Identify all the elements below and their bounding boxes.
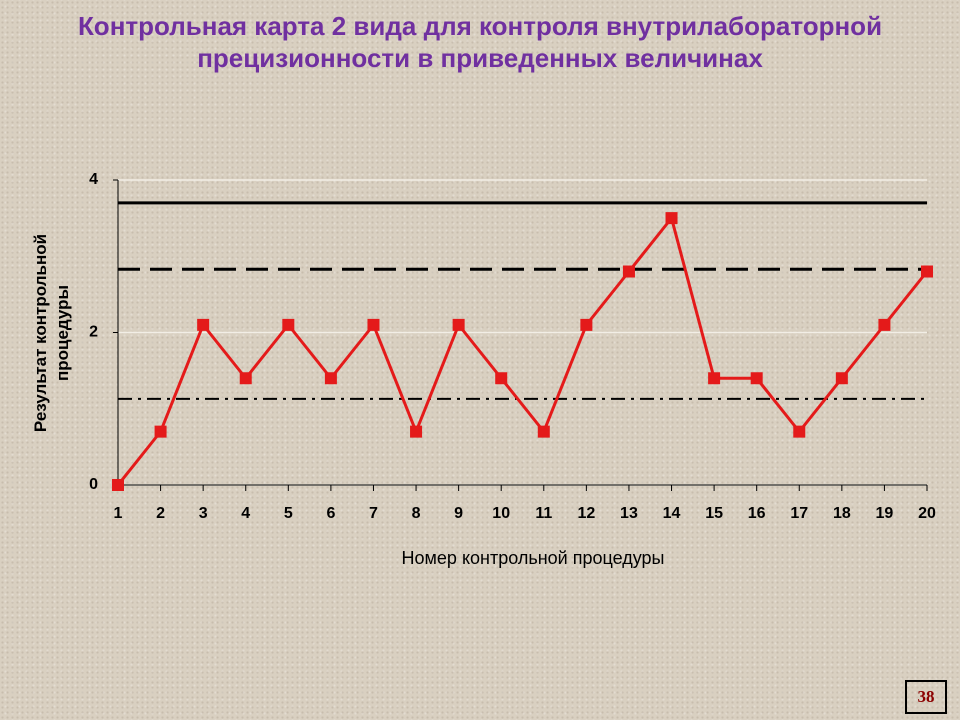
x-tick-label: 16 (748, 505, 766, 522)
data-point (495, 372, 508, 385)
x-tick-label: 18 (833, 505, 851, 522)
x-tick-label: 9 (454, 505, 463, 522)
x-tick-label: 10 (492, 505, 510, 522)
data-point (921, 265, 933, 278)
x-tick-label: 15 (705, 505, 723, 522)
data-point (665, 212, 678, 225)
y-tick-label: 2 (89, 324, 98, 341)
x-tick-label: 20 (918, 505, 936, 522)
data-point (452, 318, 465, 331)
data-point (324, 372, 337, 385)
data-point (197, 318, 210, 331)
x-tick-label: 7 (369, 505, 378, 522)
x-tick-label: 17 (790, 505, 808, 522)
x-tick-label: 14 (663, 505, 681, 522)
x-tick-label: 13 (620, 505, 638, 522)
y-tick-label: 4 (89, 171, 98, 188)
x-tick-label: 6 (326, 505, 335, 522)
y-tick-label: 0 (89, 476, 98, 493)
slide-title: Контрольная карта 2 вида для контроля вн… (77, 11, 883, 73)
data-point (580, 318, 593, 331)
data-point (112, 479, 124, 491)
data-point (239, 372, 252, 385)
x-tick-label: 19 (876, 505, 894, 522)
page-number: 38 (905, 680, 947, 714)
x-tick-label: 11 (535, 505, 552, 522)
y-axis-label: Результат контрольной процедуры (31, 233, 72, 433)
data-point (708, 372, 721, 385)
x-tick-label: 3 (199, 505, 208, 522)
data-point (835, 372, 848, 385)
data-point (622, 265, 635, 278)
data-point (878, 318, 891, 331)
data-point (154, 425, 167, 438)
x-tick-label: 4 (241, 505, 250, 522)
x-axis-label: Номер контрольной процедуры (401, 548, 665, 568)
data-point (793, 425, 806, 438)
data-point (537, 425, 550, 438)
x-tick-label: 5 (284, 505, 293, 522)
x-tick-label: 1 (114, 505, 123, 522)
x-tick-label: 2 (156, 505, 165, 522)
data-point (750, 372, 763, 385)
data-point (282, 318, 295, 331)
data-point (367, 318, 380, 331)
data-point (410, 425, 423, 438)
series-line (116, 216, 929, 486)
x-tick-label: 8 (412, 505, 421, 522)
x-tick-label: 12 (577, 505, 595, 522)
